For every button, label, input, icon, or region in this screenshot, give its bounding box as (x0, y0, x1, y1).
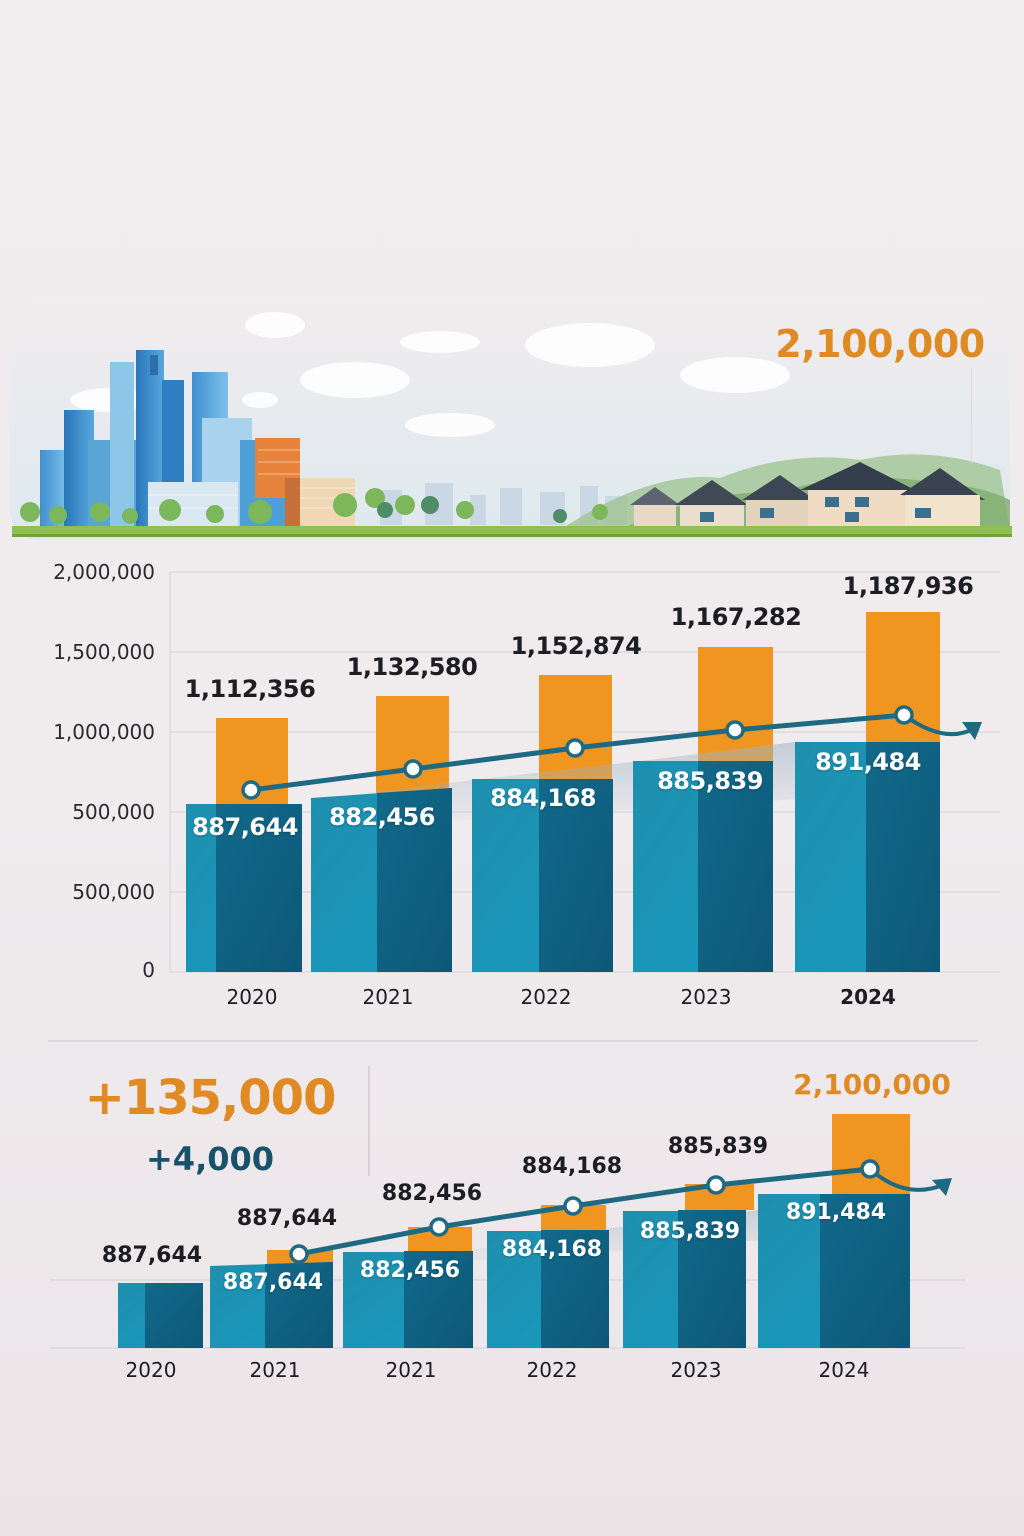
bar-inner-label: 882,456 (329, 803, 435, 831)
bar-top-label: 887,644 (101, 1243, 203, 1268)
x-tick-label: 2021 (249, 1358, 301, 1382)
bar-inner-label: 891,484 (785, 1200, 887, 1225)
x-tick-label: 2024 (818, 1358, 870, 1382)
y-tick-label: 0 (142, 958, 155, 982)
section-divider (48, 1040, 978, 1042)
x-tick-label: 2023 (680, 985, 732, 1009)
y-tick-label: 500,000 (72, 880, 155, 904)
bar-inner-label: 885,839 (657, 767, 763, 795)
x-tick-label: 2022 (526, 1358, 578, 1382)
bar-top-label: 1,112,356 (184, 675, 316, 703)
headline-divider (368, 1066, 370, 1176)
x-tick-label: 2020 (125, 1358, 177, 1382)
y-tick-label: 500,000 (72, 800, 155, 824)
bar-top-label: 885,839 (667, 1134, 769, 1159)
bar-inner-label: 887,644 (222, 1270, 324, 1295)
city-skyline-illustration (10, 300, 1012, 540)
y-tick-label: 2,000,000 (53, 560, 155, 584)
bar-inner-label: 884,168 (490, 784, 596, 812)
headline-increase: +135,000 (84, 1070, 337, 1126)
x-tick-label: 2023 (670, 1358, 722, 1382)
x-tick-label: 2021 (362, 985, 414, 1009)
bar-top-label: 1,167,282 (670, 603, 802, 631)
bar-top-label: 887,644 (236, 1206, 338, 1231)
bar-top-label-highlight: 2,100,000 (793, 1068, 951, 1101)
bar-top-label: 1,132,580 (346, 653, 478, 681)
x-tick-label: 2020 (226, 985, 278, 1009)
x-tick-label: 2022 (520, 985, 572, 1009)
subline-increase: +4,000 (145, 1140, 275, 1178)
bar-inner-label: 882,456 (359, 1258, 461, 1283)
bar-inner-label: 884,168 (501, 1237, 603, 1262)
bar-inner-label: 891,484 (815, 748, 921, 776)
bar-top-label: 1,152,874 (510, 632, 642, 660)
y-tick-label: 1,000,000 (53, 720, 155, 744)
bar-inner-label: 885,839 (639, 1219, 741, 1244)
hero-total-value: 2,100,000 (775, 322, 985, 366)
bar-inner-label: 887,644 (192, 813, 298, 841)
hero-leader-line (971, 368, 972, 463)
x-tick-label: 2024 (840, 985, 896, 1009)
bar-top-label: 1,187,936 (842, 572, 974, 600)
bar-top-label: 882,456 (381, 1181, 483, 1206)
x-tick-label: 2021 (385, 1358, 437, 1382)
y-tick-label: 1,500,000 (53, 640, 155, 664)
bar-top-label: 884,168 (521, 1154, 623, 1179)
